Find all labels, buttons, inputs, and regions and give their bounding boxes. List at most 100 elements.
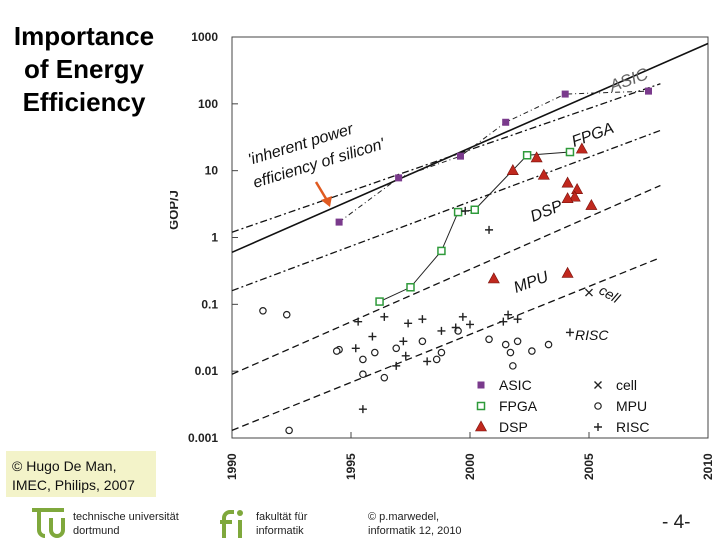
mpu-point (501, 340, 510, 349)
risc-point (499, 317, 508, 326)
mpu-point (285, 426, 293, 435)
legend-label-asic: ASIC (499, 377, 532, 393)
region-label-risc: RISC (575, 327, 609, 343)
risc-point (351, 344, 360, 353)
risc-point (401, 351, 410, 360)
asic-point (395, 174, 403, 182)
fi-logo (220, 510, 243, 538)
dsp-point (537, 168, 550, 180)
risc-point (399, 337, 408, 346)
y-tick-label: 10 (205, 164, 219, 178)
legend-marker-cell (594, 381, 602, 389)
fpga-point (470, 205, 480, 215)
mpu-point (282, 310, 291, 319)
risc-point (461, 206, 470, 215)
dsp-point (575, 142, 588, 154)
region-label-cell: cell (597, 282, 624, 307)
region-label-fpga: FPGA (570, 120, 617, 151)
region-label-dsp: DSP (528, 197, 565, 225)
fpga-point (565, 147, 575, 157)
dsp-point (571, 183, 584, 194)
risc-point (354, 317, 363, 326)
credit-line-1: © Hugo De Man, (12, 458, 117, 474)
risc-point (458, 312, 467, 321)
trend-line-inherent (231, 42, 709, 254)
risc-point (451, 323, 460, 332)
annotation-arrowhead (321, 196, 332, 207)
slide-footer: technische universität dortmund fakultät… (0, 500, 720, 540)
university-line-2: dortmund (73, 525, 120, 537)
x-tick-label: 2000 (463, 453, 477, 480)
page-number: - 4- (662, 512, 691, 533)
legend-label-risc: RISC (616, 419, 649, 435)
dsp-point (487, 272, 500, 284)
trend-line-asic-trend (231, 83, 661, 233)
dsp-point (530, 151, 543, 163)
risc-point (380, 312, 389, 321)
y-tick-label: 1000 (191, 30, 218, 44)
region-label-asic: ASIC (606, 64, 651, 96)
legend-marker-asic (477, 381, 485, 389)
legend-marker-fpga (476, 401, 486, 411)
asic-point (561, 90, 569, 98)
mpu-point (513, 337, 522, 346)
dsp-point (585, 198, 598, 210)
x-tick-label: 1995 (344, 453, 358, 480)
risc-point (392, 361, 401, 370)
credit-box: © Hugo De Man, IMEC, Philips, 2007 (6, 451, 156, 497)
asic-point (335, 218, 343, 226)
asic-connector (338, 90, 649, 223)
title-line-1: Importance (13, 21, 155, 51)
title-line-2: of Energy (24, 54, 144, 84)
y-tick-label: 0.1 (201, 297, 218, 311)
asic-point (645, 87, 652, 95)
risc-point (437, 326, 446, 335)
risc-point (485, 225, 494, 234)
mpu-point (544, 340, 553, 349)
faculty-line-1: fakultät für (256, 511, 308, 523)
mpu-point (528, 347, 536, 355)
mpu-point (332, 347, 341, 355)
fpga-point (406, 283, 415, 292)
dsp-point (561, 266, 574, 278)
asic-point (502, 118, 510, 126)
y-axis-label: GOP/J (170, 190, 181, 230)
fpga-point (375, 297, 384, 306)
mpu-point (418, 337, 427, 346)
legend-label-cell: cell (616, 377, 637, 393)
faculty-line-2: informatik (256, 525, 304, 537)
risc-point (565, 328, 574, 337)
credit-line-2: IMEC, Philips, 2007 (12, 477, 135, 493)
university-name: technische universität dortmund (73, 510, 179, 538)
x-tick-label: 1990 (225, 453, 239, 480)
x-tick-label: 2005 (582, 453, 596, 480)
mpu-point (485, 335, 493, 344)
energy-efficiency-chart: 1000 100 10 1 0.1 0.01 0.001 1990 1995 2000 2005 20… (170, 30, 715, 480)
mpu-point (509, 362, 517, 370)
fpga-point (437, 246, 446, 256)
author-line-2: informatik 12, 2010 (368, 525, 462, 537)
mpu-point (259, 307, 267, 315)
dsp-point (506, 164, 519, 175)
plot-area: 1000 100 10 1 0.1 0.01 0.001 1990 1995 2000 2005 20… (170, 30, 715, 480)
legend-marker-dsp (474, 420, 488, 432)
university-line-1: technische universität (73, 511, 179, 523)
asic-point (456, 152, 464, 160)
dsp-point (561, 176, 574, 188)
legend-marker-mpu (594, 402, 602, 410)
dsp-point (561, 192, 574, 204)
mpu-point (432, 355, 441, 364)
region-label-mpu: MPU (512, 268, 552, 296)
risc-point (358, 405, 367, 414)
x-tick-label: 2010 (701, 453, 715, 480)
risc-point (368, 332, 377, 341)
risc-point (513, 315, 522, 324)
fpga-point (453, 207, 463, 217)
legend-label-mpu: MPU (616, 398, 647, 414)
annotation-gap (367, 98, 376, 112)
risc-point (466, 320, 474, 329)
tu-dortmund-logo (32, 508, 65, 538)
mpu-point (506, 348, 515, 357)
mpu-point (380, 373, 389, 382)
trend-line-fpga-trend (231, 129, 661, 292)
